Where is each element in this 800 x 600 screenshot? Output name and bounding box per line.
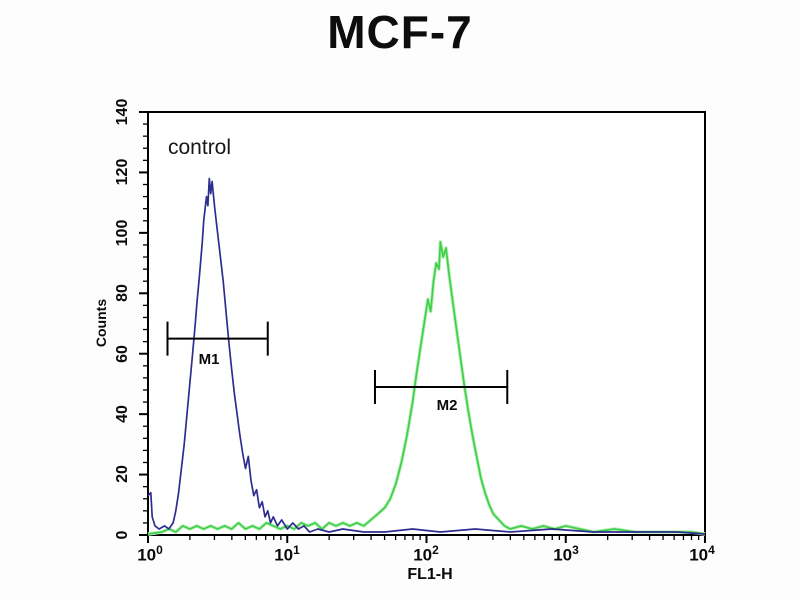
marker-label-m1: M1 (198, 351, 220, 368)
y-tick-label: 80 (114, 284, 131, 302)
x-tick-label: 101 (274, 543, 300, 566)
x-tick-label: 100 (137, 543, 163, 566)
x-tick-base: 10 (553, 545, 573, 565)
x-tick-exponent: 4 (708, 543, 715, 557)
x-tick-base: 10 (689, 545, 709, 565)
y-tick-label: 0 (114, 530, 131, 540)
y-tick-label: 40 (114, 405, 131, 423)
y-tick-label: 140 (114, 98, 131, 126)
y-tick-label: 120 (114, 158, 131, 186)
x-tick-exponent: 0 (156, 543, 163, 557)
y-tick-label: 100 (114, 219, 131, 247)
chart-title: MCF-7 (327, 6, 473, 58)
x-axis-label: FL1-H (407, 566, 453, 583)
x-tick-exponent: 3 (572, 543, 579, 557)
x-tick-base: 10 (137, 545, 157, 565)
series-control-blue (147, 177, 706, 535)
x-tick-label: 103 (553, 543, 579, 566)
y-tick-label: 20 (114, 465, 131, 483)
control-annotation: control (168, 136, 232, 159)
plot-frame (147, 111, 706, 536)
y-tick-label: 60 (114, 345, 131, 363)
x-tick-exponent: 1 (293, 543, 300, 557)
x-tick-exponent: 2 (432, 543, 439, 557)
x-tick-label: 104 (689, 543, 715, 566)
x-tick-base: 10 (413, 545, 433, 565)
series-stained-green (147, 241, 706, 535)
marker-label-m2: M2 (436, 397, 458, 414)
y-axis-label: Counts (93, 298, 109, 348)
x-tick-label: 102 (413, 543, 439, 566)
x-tick-base: 10 (274, 545, 294, 565)
